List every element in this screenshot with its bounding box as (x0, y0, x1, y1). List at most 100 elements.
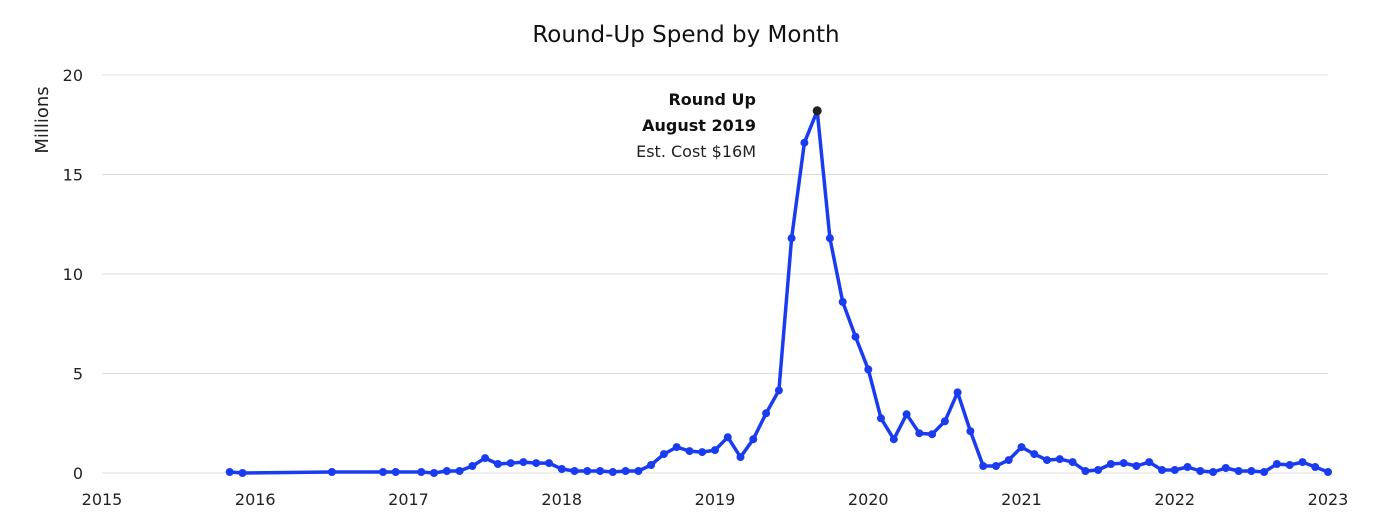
data-point (915, 429, 924, 438)
data-point (608, 468, 617, 476)
annotation-line-3: Est. Cost $16M (636, 142, 756, 161)
data-point (596, 467, 605, 475)
data-point (647, 461, 656, 469)
data-point (327, 468, 336, 476)
data-point (851, 332, 860, 341)
data-point (391, 468, 400, 476)
data-point (225, 468, 234, 476)
data-point (493, 460, 502, 468)
x-tick-label: 2019 (695, 490, 736, 509)
data-point (1260, 468, 1269, 476)
data-point (1272, 460, 1281, 468)
y-tick-label: 0 (73, 464, 83, 483)
data-point (992, 462, 1000, 470)
x-tick-label: 2020 (848, 490, 889, 509)
y-tick-labels: 0 5 10 15 20 (63, 66, 83, 483)
data-point (928, 430, 937, 439)
data-point (379, 468, 387, 476)
data-point (1043, 456, 1051, 465)
data-point (1017, 443, 1026, 452)
y-axis-label: Millions (32, 86, 53, 153)
data-point (545, 459, 553, 468)
data-point (1209, 468, 1218, 476)
series-layer (225, 106, 1332, 477)
data-point (659, 450, 668, 459)
x-tick-label: 2015 (82, 490, 123, 509)
peak-annotation: Round Up August 2019 Est. Cost $16M (636, 90, 756, 161)
data-point (1158, 466, 1166, 474)
data-point (1119, 459, 1128, 468)
data-point (672, 443, 681, 452)
data-point (749, 435, 758, 444)
series-line (227, 109, 1330, 475)
y-tick-label: 15 (63, 166, 83, 185)
data-point (1081, 467, 1090, 475)
data-point (979, 462, 988, 470)
data-point (430, 469, 438, 477)
data-point (953, 388, 962, 397)
data-point (902, 410, 911, 419)
data-point (864, 365, 873, 374)
data-point (1106, 460, 1115, 468)
data-point (787, 234, 796, 243)
data-point (1285, 461, 1294, 469)
data-point (1234, 467, 1243, 475)
annotation-line-1: Round Up (668, 90, 756, 109)
data-point (1196, 467, 1205, 475)
data-point (889, 435, 898, 444)
data-point (519, 458, 528, 467)
x-tick-label: 2021 (1001, 490, 1042, 509)
data-point (1247, 467, 1256, 475)
data-point (506, 459, 515, 468)
data-point (634, 467, 643, 475)
data-point (532, 459, 541, 468)
data-point (685, 447, 694, 456)
data-point (455, 467, 464, 475)
gridlines (102, 74, 1328, 474)
data-point (1055, 455, 1064, 464)
x-tick-label: 2023 (1308, 490, 1349, 509)
data-point (621, 467, 630, 475)
data-point (825, 234, 834, 243)
x-tick-label: 2022 (1154, 490, 1195, 509)
data-point (1311, 463, 1320, 471)
data-point (711, 446, 719, 455)
data-point (877, 414, 885, 423)
data-point (1094, 466, 1103, 474)
data-point (481, 454, 490, 463)
data-point (1170, 466, 1179, 474)
data-point (468, 462, 477, 470)
data-point (442, 467, 451, 475)
data-point (583, 467, 592, 475)
data-point (238, 469, 247, 477)
data-point (1004, 456, 1013, 465)
data-point (800, 138, 809, 147)
x-tick-label: 2018 (541, 490, 582, 509)
data-point (1068, 458, 1077, 467)
data-point (557, 465, 566, 473)
data-point (1145, 458, 1154, 467)
data-point (1324, 468, 1332, 476)
x-tick-label: 2016 (235, 490, 276, 509)
data-point (1298, 458, 1307, 467)
x-tick-labels: 2015 2016 2017 2018 2019 2020 2021 2022 2023 (82, 490, 1349, 509)
y-tick-label: 10 (63, 265, 83, 284)
y-tick-label: 5 (73, 365, 83, 384)
data-point (1221, 464, 1230, 472)
data-point (966, 427, 975, 436)
data-point (736, 453, 745, 462)
data-point (698, 448, 707, 457)
data-point (417, 468, 426, 476)
data-point (838, 297, 847, 306)
chart-title: Round-Up Spend by Month (532, 22, 839, 48)
x-tick-label: 2017 (388, 490, 429, 509)
data-point (570, 467, 579, 475)
data-point (723, 433, 732, 442)
data-point (774, 386, 783, 395)
data-point (762, 409, 771, 418)
y-tick-label: 20 (63, 66, 83, 85)
data-point (1183, 463, 1192, 471)
data-point (1030, 450, 1039, 459)
